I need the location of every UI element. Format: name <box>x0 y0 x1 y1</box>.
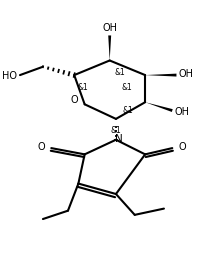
Text: &1: &1 <box>78 83 89 92</box>
Polygon shape <box>145 74 177 77</box>
Text: OH: OH <box>175 107 190 117</box>
Text: &1: &1 <box>121 83 132 92</box>
Text: O: O <box>71 95 79 105</box>
Text: &1: &1 <box>110 126 121 135</box>
Text: &1: &1 <box>114 68 125 77</box>
Polygon shape <box>145 102 173 112</box>
Text: O: O <box>178 142 186 152</box>
Text: O: O <box>38 142 45 152</box>
Polygon shape <box>108 36 111 61</box>
Text: &1: &1 <box>123 106 133 115</box>
Text: N: N <box>115 134 123 144</box>
Text: HO: HO <box>3 71 18 81</box>
Text: OH: OH <box>102 23 117 33</box>
Text: OH: OH <box>179 69 194 79</box>
